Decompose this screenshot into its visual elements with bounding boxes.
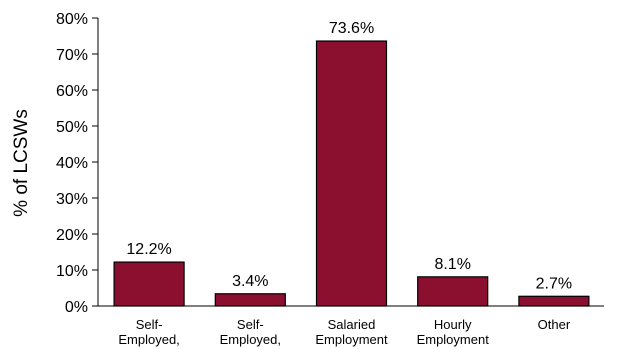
bar <box>518 295 590 307</box>
y-tick-label: 40% <box>56 155 88 172</box>
x-category-label: Self-Employed, <box>220 317 281 347</box>
y-tick-label: 70% <box>56 47 88 64</box>
x-category-label: Other <box>538 317 571 332</box>
bar-value-label: 12.2% <box>126 241 171 258</box>
category-labels: Self-Employed, Self-Employed, Salaried Empl… <box>118 317 570 347</box>
bar <box>113 261 185 307</box>
y-axis-ticks: 0% 10% 20% 30% 40% 50% 60% 70% 80% <box>56 11 98 316</box>
x-category-label: Self-Employed, <box>118 317 179 347</box>
y-tick-label: 30% <box>56 191 88 208</box>
x-category-label: Salaried Employment <box>315 317 388 347</box>
y-tick-label: 50% <box>56 119 88 136</box>
value-labels: 12.2% 3.4% 73.6% 8.1% 2.7% <box>126 20 572 292</box>
y-tick-label: 10% <box>56 263 88 280</box>
bar-value-label: 2.7% <box>536 275 572 292</box>
y-tick-label: 60% <box>56 83 88 100</box>
bar <box>214 293 286 307</box>
y-tick-label: 0% <box>65 299 88 316</box>
bar-value-label: 8.1% <box>434 256 470 273</box>
bars <box>113 40 590 307</box>
x-category-label: Hourly Employment <box>417 317 490 347</box>
bar-value-label: 73.6% <box>329 20 374 37</box>
y-axis-title: % of LCSWs <box>11 109 32 217</box>
bar-value-label: 3.4% <box>232 273 268 290</box>
y-tick-label: 80% <box>56 11 88 28</box>
bar <box>417 276 489 307</box>
y-tick-label: 20% <box>56 227 88 244</box>
bar <box>315 40 388 307</box>
